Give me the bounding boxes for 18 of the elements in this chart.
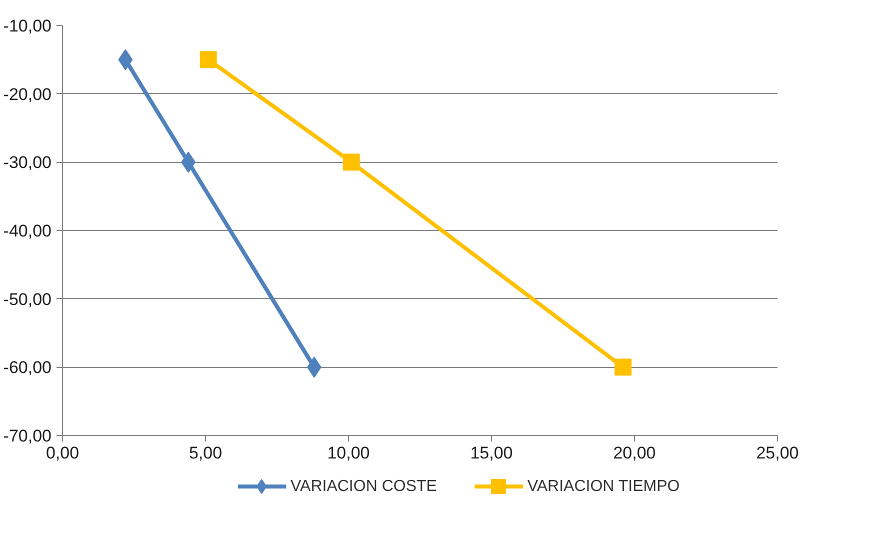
y-tick-label: -20,00 xyxy=(3,84,52,104)
x-tick-label: 20,00 xyxy=(613,444,656,462)
x-tick-label: 15,00 xyxy=(470,444,513,462)
legend-label: VARIACION COSTE xyxy=(290,478,437,495)
point xyxy=(200,51,217,68)
point xyxy=(342,154,360,171)
y-tick-label: -40,00 xyxy=(3,222,52,240)
y-tick-label: -60,00 xyxy=(3,358,52,378)
legend-label: VARIACION TIEMPO xyxy=(527,478,680,495)
x-tick-label: 10,00 xyxy=(327,444,370,462)
x-tick-label: 25,00 xyxy=(756,444,799,462)
x-tick-label: 0,00 xyxy=(46,444,80,462)
point xyxy=(614,358,632,376)
y-tick-label: -70,00 xyxy=(3,426,52,446)
y-tick-label: -50,00 xyxy=(3,290,52,309)
y-tick-label: -30,00 xyxy=(3,153,52,172)
y-tick-label: -10,00 xyxy=(3,16,52,36)
x-tick-label: 5,00 xyxy=(188,444,222,462)
